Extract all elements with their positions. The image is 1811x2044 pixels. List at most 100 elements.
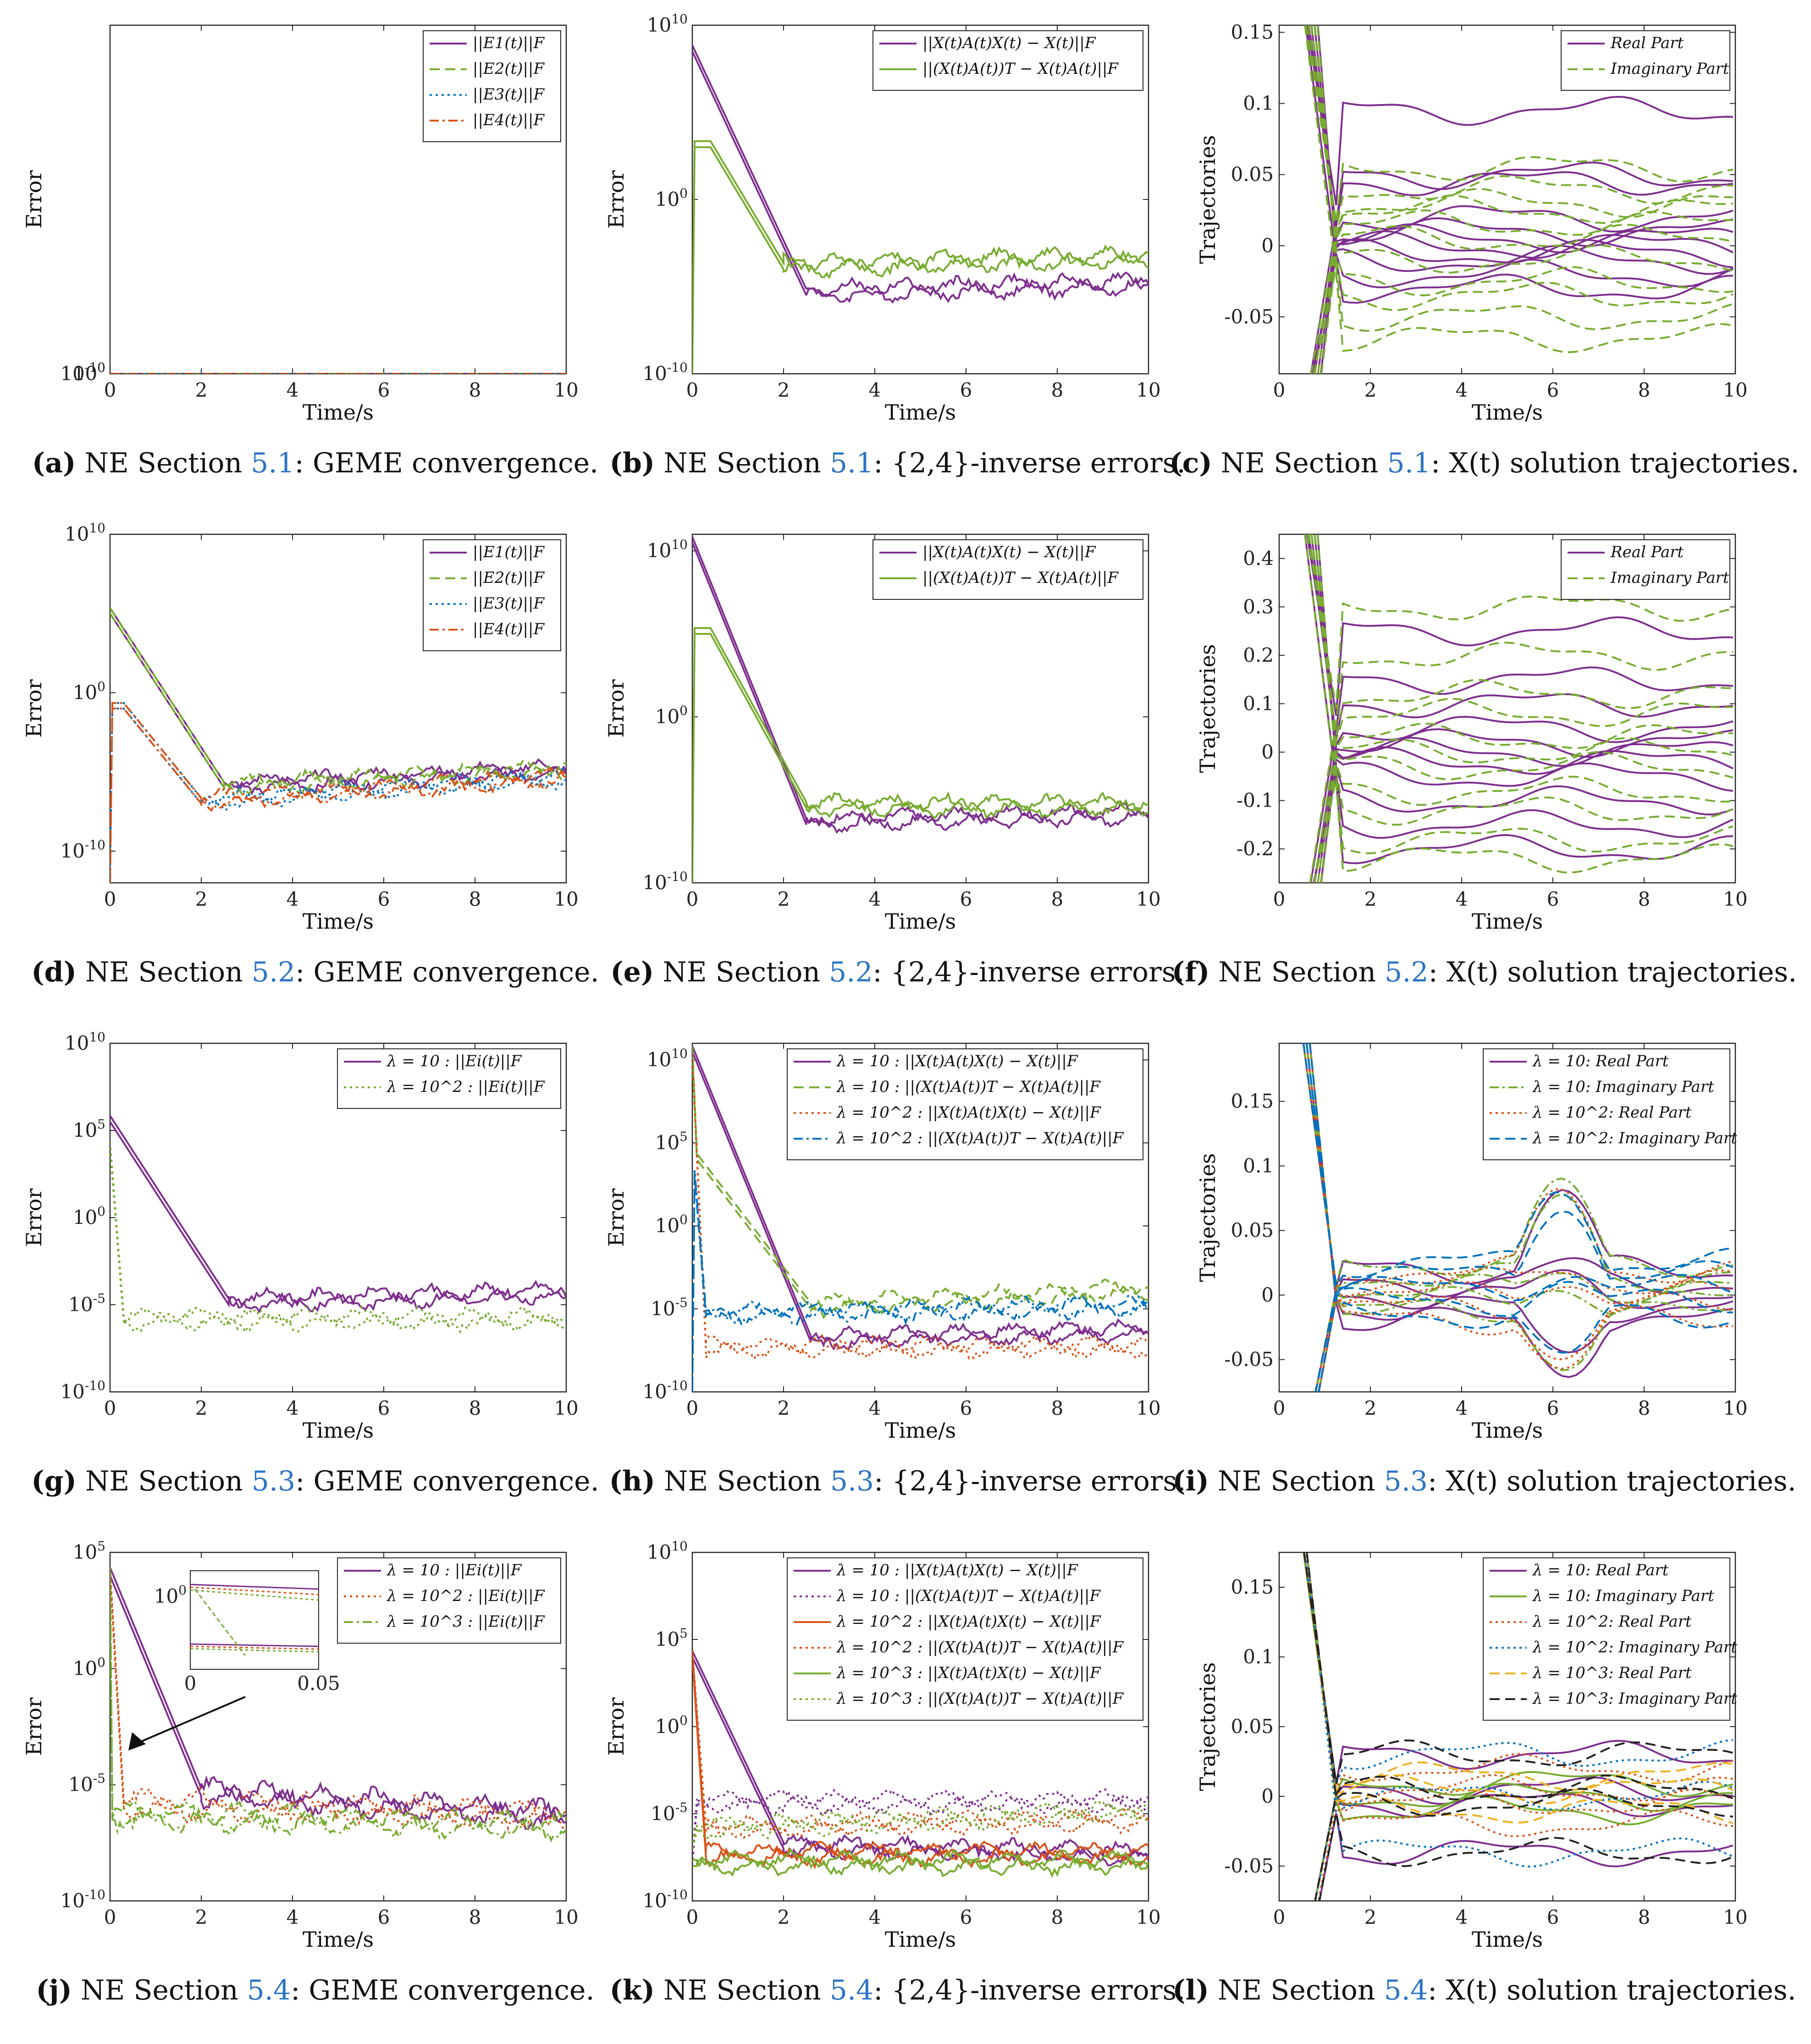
x-tick-label: 4 (1456, 1397, 1468, 1419)
chart-l: 0 2 4 6 8 10 -0.05 0 0.05 0.1 0.15 Time/s Trajectori… (1172, 1551, 1796, 2006)
x-tick-label: 4 (869, 1906, 881, 1928)
legend-entry: ||X(t)A(t)X(t) − X(t)||F (922, 543, 1096, 561)
legend-entry: λ = 10 : ||(X(t)A(t))T − X(t)A(t)||F (836, 1078, 1101, 1096)
legend-entry: λ = 10: Imaginary Part (1532, 1587, 1714, 1605)
series-line (1320, 763, 1734, 883)
legend-entry: λ = 10 : ||(X(t)A(t))T − X(t)A(t)||F (836, 1587, 1101, 1605)
series-line (1320, 758, 1734, 883)
x-tick-label: 8 (1638, 379, 1651, 401)
x-tick-label: 6 (1547, 1397, 1559, 1419)
legend: λ = 10 : ||X(t)A(t)X(t) − X(t)||F λ = 10 … (787, 1048, 1143, 1160)
legend-entry: ||E3(t)||F (473, 85, 545, 104)
legend-entry: ||E4(t)||F (473, 620, 545, 638)
y-tick-label: 100 (655, 1212, 688, 1237)
y-axis-label: Trajectories (1195, 1153, 1220, 1282)
series-group (1304, 25, 1734, 374)
series-line (1314, 534, 1734, 775)
x-tick-label: 8 (469, 1906, 481, 1928)
series-line (692, 1651, 1148, 1836)
x-tick-label: 0 (686, 379, 699, 401)
y-tick-label: 100 (73, 679, 105, 703)
x-tick-label: 4 (1456, 379, 1468, 401)
series-line (692, 1650, 1148, 1861)
legend-box (787, 1557, 1143, 1721)
series-group (1302, 1043, 1734, 1392)
series-line (1305, 1043, 1734, 1304)
x-axis-label: Time/s (1472, 1927, 1543, 1952)
x-tick-label: 0 (686, 888, 699, 910)
series-line (1303, 1552, 1734, 1791)
y-tick-label: -0.2 (1237, 837, 1274, 860)
legend-entry: ||E1(t)||F (473, 543, 545, 561)
series-line (1314, 1193, 1734, 1392)
series-line (1318, 1280, 1734, 1392)
series-line (1313, 778, 1734, 883)
series-line (692, 1052, 1148, 1319)
series-line (692, 627, 1148, 877)
series-line (1311, 250, 1734, 374)
y-tick-label: 10-10 (642, 360, 688, 385)
series-line (1303, 1552, 1734, 1784)
legend-entry: λ = 10^2: Real Part (1532, 1103, 1692, 1122)
series-line (1303, 1552, 1734, 1798)
y-tick-label: 1010 (647, 1046, 688, 1071)
chart-caption: (g) NE Section 5.3: GEME convergence. (31, 1465, 599, 1497)
y-tick-label: 10-5 (651, 1800, 688, 1825)
y-tick-label: 100 (655, 1713, 688, 1738)
legend-entry: ||E2(t)||F (473, 60, 545, 78)
x-tick-label: 2 (195, 888, 208, 910)
x-tick-label: 2 (195, 379, 208, 401)
legend-entry: λ = 10^2 : ||Ei(t)||F (386, 1587, 545, 1605)
series-line (1308, 25, 1734, 227)
series-line (1309, 642, 1734, 883)
legend-box (337, 1048, 561, 1109)
y-axis-label: Trajectories (1195, 644, 1220, 773)
legend: ||X(t)A(t)X(t) − X(t)||F ||(X(t)A(t))T − … (872, 30, 1143, 91)
series-line (1314, 25, 1734, 274)
y-tick-label: 10-5 (68, 1291, 105, 1316)
series-line (1318, 1813, 1734, 1901)
series-line (1316, 534, 1734, 815)
y-axis-label: Error (604, 1188, 629, 1246)
series-group (110, 607, 566, 883)
inset-line (190, 1584, 319, 1590)
x-tick-label: 4 (869, 379, 881, 401)
y-tick-label: 10-5 (651, 1295, 688, 1320)
series-line (1310, 161, 1734, 374)
x-tick-label: 4 (287, 1906, 299, 1928)
series-line (692, 1807, 1148, 1849)
series-line (692, 1176, 1148, 1392)
series-line (1314, 1774, 1734, 1901)
series-line (1305, 1043, 1734, 1305)
x-tick-label: 6 (960, 888, 972, 910)
legend-entry: λ = 10 : ||X(t)A(t)X(t) − X(t)||F (836, 1052, 1078, 1070)
legend-entry: λ = 10^3 : ||(X(t)A(t))T − X(t)A(t)||F (836, 1689, 1124, 1708)
y-tick-label: 10-10 (642, 869, 688, 894)
series-line (1305, 1552, 1734, 1868)
x-tick-label: 8 (1051, 1906, 1064, 1928)
inset-x-label: 0 (184, 1672, 197, 1695)
x-axis-label: Time/s (1472, 400, 1543, 425)
legend-entry: ||(X(t)A(t))T − X(t)A(t)||F (922, 569, 1119, 587)
x-tick-label: 2 (778, 888, 790, 910)
y-axis-label: Error (22, 679, 46, 737)
legend-entry: λ = 10^3: Imaginary Part (1532, 1689, 1737, 1708)
series-line (692, 44, 1148, 298)
x-tick-label: 6 (1547, 1906, 1559, 1928)
y-tick-label: -0.05 (1224, 1348, 1274, 1371)
legend-entry: λ = 10^2 : ||Ei(t)||F (386, 1078, 545, 1096)
x-tick-label: 0 (104, 1906, 116, 1928)
x-tick-label: 0 (104, 888, 116, 910)
y-tick-label: 0.05 (1231, 163, 1274, 186)
legend-entry: Imaginary Part (1610, 569, 1729, 587)
inset-y-label: 100 (154, 1583, 187, 1607)
x-tick-label: 6 (1547, 888, 1559, 910)
chart-c: 0 2 4 6 8 10 -0.05 0 0.05 0.1 0.15 Time/s Trajectori… (1169, 21, 1799, 479)
y-tick-label: 105 (655, 1129, 688, 1154)
x-tick-label: 2 (1364, 1397, 1377, 1419)
x-axis-label: Time/s (303, 1418, 374, 1443)
series-line (1305, 25, 1734, 222)
x-tick-label: 0 (1273, 1906, 1286, 1928)
chart-caption: (j) NE Section 5.4: GEME convergence. (36, 1974, 594, 2006)
series-line (1309, 666, 1734, 883)
